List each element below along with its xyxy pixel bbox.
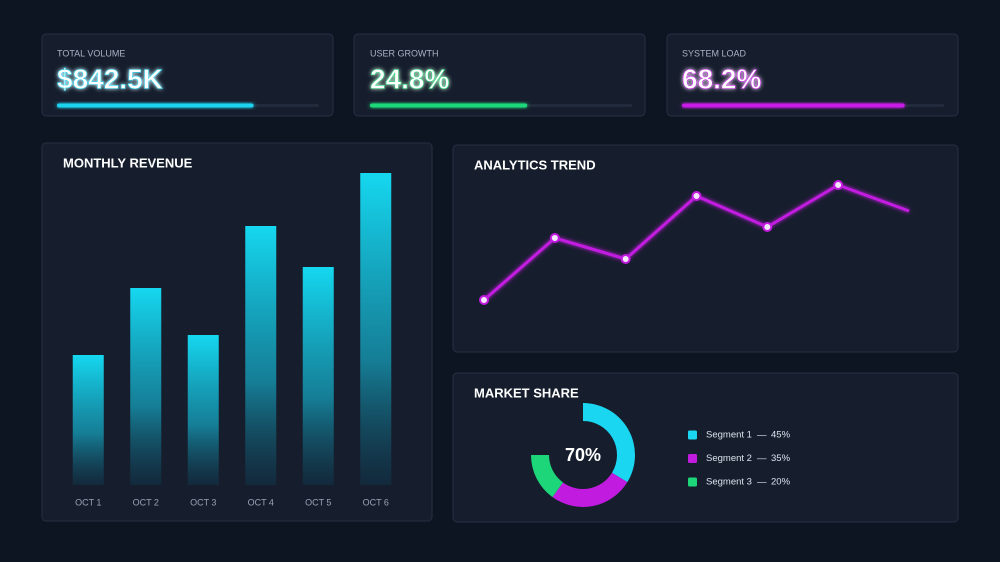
x-tick-label: OCT 3 <box>190 497 216 507</box>
x-tick-label: OCT 6 <box>363 497 389 507</box>
bar <box>245 226 277 485</box>
progress-bar <box>370 103 528 108</box>
legend-name: Segment 1 <box>706 430 752 441</box>
progress-bar <box>682 103 905 108</box>
donut-segment <box>531 455 564 498</box>
legend-separator: — <box>757 477 767 488</box>
bar <box>130 288 162 485</box>
legend-value: 35% <box>771 453 791 464</box>
kpi-card <box>41 33 334 117</box>
point-marker <box>691 191 702 201</box>
kpi-card <box>666 33 959 117</box>
kpi-label: USER GROWTH <box>370 48 439 58</box>
x-tick-label: OCT 1 <box>75 497 101 507</box>
kpi-label: SYSTEM LOAD <box>682 48 747 58</box>
point-marker <box>833 180 844 190</box>
kpi-label: TOTAL VOLUME <box>57 48 125 58</box>
legend-swatch <box>688 454 697 463</box>
pie-panel <box>452 372 959 523</box>
bar <box>360 173 392 485</box>
legend-separator: — <box>757 430 767 441</box>
donut-segment <box>552 472 628 507</box>
kpi-value: $842.5K <box>57 63 163 94</box>
chart-title: MONTHLY REVENUE <box>63 155 193 170</box>
x-tick-label: OCT 2 <box>133 497 159 507</box>
legend-separator: — <box>757 453 767 464</box>
chart-title: ANALYTICS TREND <box>474 157 596 172</box>
point-marker <box>549 233 560 243</box>
legend-name: Segment 3 <box>706 477 752 488</box>
legend-swatch <box>688 477 697 487</box>
x-tick-label: OCT 5 <box>305 497 331 507</box>
point-marker <box>620 254 631 264</box>
kpi-value: 68.2% <box>682 63 761 94</box>
legend-value: 20% <box>771 477 791 488</box>
legend-swatch <box>688 430 697 440</box>
kpi-value: 24.8% <box>370 63 449 94</box>
donut-center-label: 70% <box>565 445 601 465</box>
point-marker <box>762 222 773 232</box>
chart-title: MARKET SHARE <box>474 385 579 400</box>
kpi-card <box>353 33 646 117</box>
point-marker <box>479 295 489 305</box>
donut-segment <box>583 403 636 483</box>
line-panel <box>452 144 959 353</box>
bar <box>302 267 334 485</box>
bar <box>187 335 219 485</box>
x-tick-label: OCT 4 <box>248 497 274 507</box>
legend-value: 45% <box>771 430 791 441</box>
progress-bar <box>57 103 254 108</box>
legend-name: Segment 2 <box>706 453 752 464</box>
bar <box>72 355 104 485</box>
